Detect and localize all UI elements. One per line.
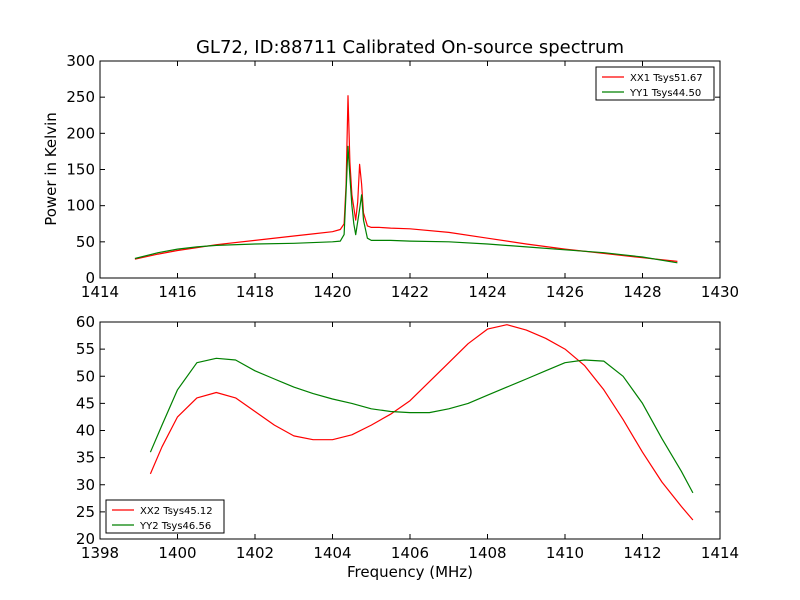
x-tick-label: 1400 — [158, 544, 196, 562]
y-tick-label: 40 — [76, 422, 95, 440]
x-tick-label: 1424 — [468, 283, 506, 301]
legend-box — [595, 66, 715, 101]
legend-label: YY2 Tsys46.56 — [139, 521, 211, 532]
y-tick-label: 60 — [76, 313, 95, 331]
x-tick-label: 1428 — [623, 283, 661, 301]
legend: XX1 Tsys51.67 YY1 Tsys44.50 — [595, 66, 715, 101]
x-tick-label: 1426 — [546, 283, 584, 301]
y-tick-label: 30 — [76, 476, 95, 494]
y-tick-label: 250 — [66, 88, 95, 106]
top-y-axis-label: Power in Kelvin — [42, 112, 60, 226]
x-tick-label: 1406 — [391, 544, 429, 562]
y-tick-label: 200 — [66, 124, 95, 142]
legend: XX2 Tsys45.12 YY2 Tsys46.56 — [105, 499, 225, 534]
x-tick-label: 1422 — [391, 283, 429, 301]
y-tick-label: 35 — [76, 449, 95, 467]
x-tick-label: 1430 — [701, 283, 739, 301]
y-tick-label: 300 — [66, 52, 95, 70]
x-tick-label: 1412 — [623, 544, 661, 562]
y-tick-label: 45 — [76, 394, 95, 412]
y-tick-label: 50 — [76, 233, 95, 251]
x-tick-label: 1404 — [313, 544, 351, 562]
x-tick-label: 1420 — [313, 283, 351, 301]
legend-label: XX1 Tsys51.67 — [630, 73, 703, 84]
x-tick-label: 1398 — [81, 544, 119, 562]
x-tick-label: 1414 — [701, 544, 739, 562]
x-tick-label: 1416 — [158, 283, 196, 301]
x-tick-label: 1410 — [546, 544, 584, 562]
series-line-top-1 — [134, 145, 678, 264]
y-tick-label: 55 — [76, 340, 95, 358]
figure-title: GL72, ID:88711 Calibrated On-source spec… — [196, 37, 624, 58]
x-tick-label: 1414 — [81, 283, 119, 301]
bottom-x-axis-label: Frequency (MHz) — [347, 563, 473, 581]
series-line-bottom-0 — [149, 324, 694, 521]
x-tick-label: 1418 — [236, 283, 274, 301]
y-tick-label: 100 — [66, 197, 95, 215]
y-tick-label: 25 — [76, 503, 95, 521]
bottom-spectrum-panel: 1398 1400 1402 1404 1406 1408 1410 1412 1414 20 25… — [76, 313, 739, 562]
x-tick-label: 1408 — [468, 544, 506, 562]
y-tick-label: 150 — [66, 161, 95, 179]
top-spectrum-panel: 1414 1416 1418 1420 1422 1424 1426 1428 1430 0 50 1… — [66, 52, 739, 301]
legend-box — [105, 499, 225, 534]
y-tick-label: 0 — [85, 269, 95, 287]
series-line-bottom-1 — [149, 357, 694, 494]
legend-label: XX2 Tsys45.12 — [140, 506, 213, 517]
y-tick-label: 50 — [76, 367, 95, 385]
y-tick-label: 20 — [76, 530, 95, 548]
legend-label: YY1 Tsys44.50 — [629, 88, 701, 99]
series-line-top-0 — [134, 95, 678, 262]
x-tick-label: 1402 — [236, 544, 274, 562]
